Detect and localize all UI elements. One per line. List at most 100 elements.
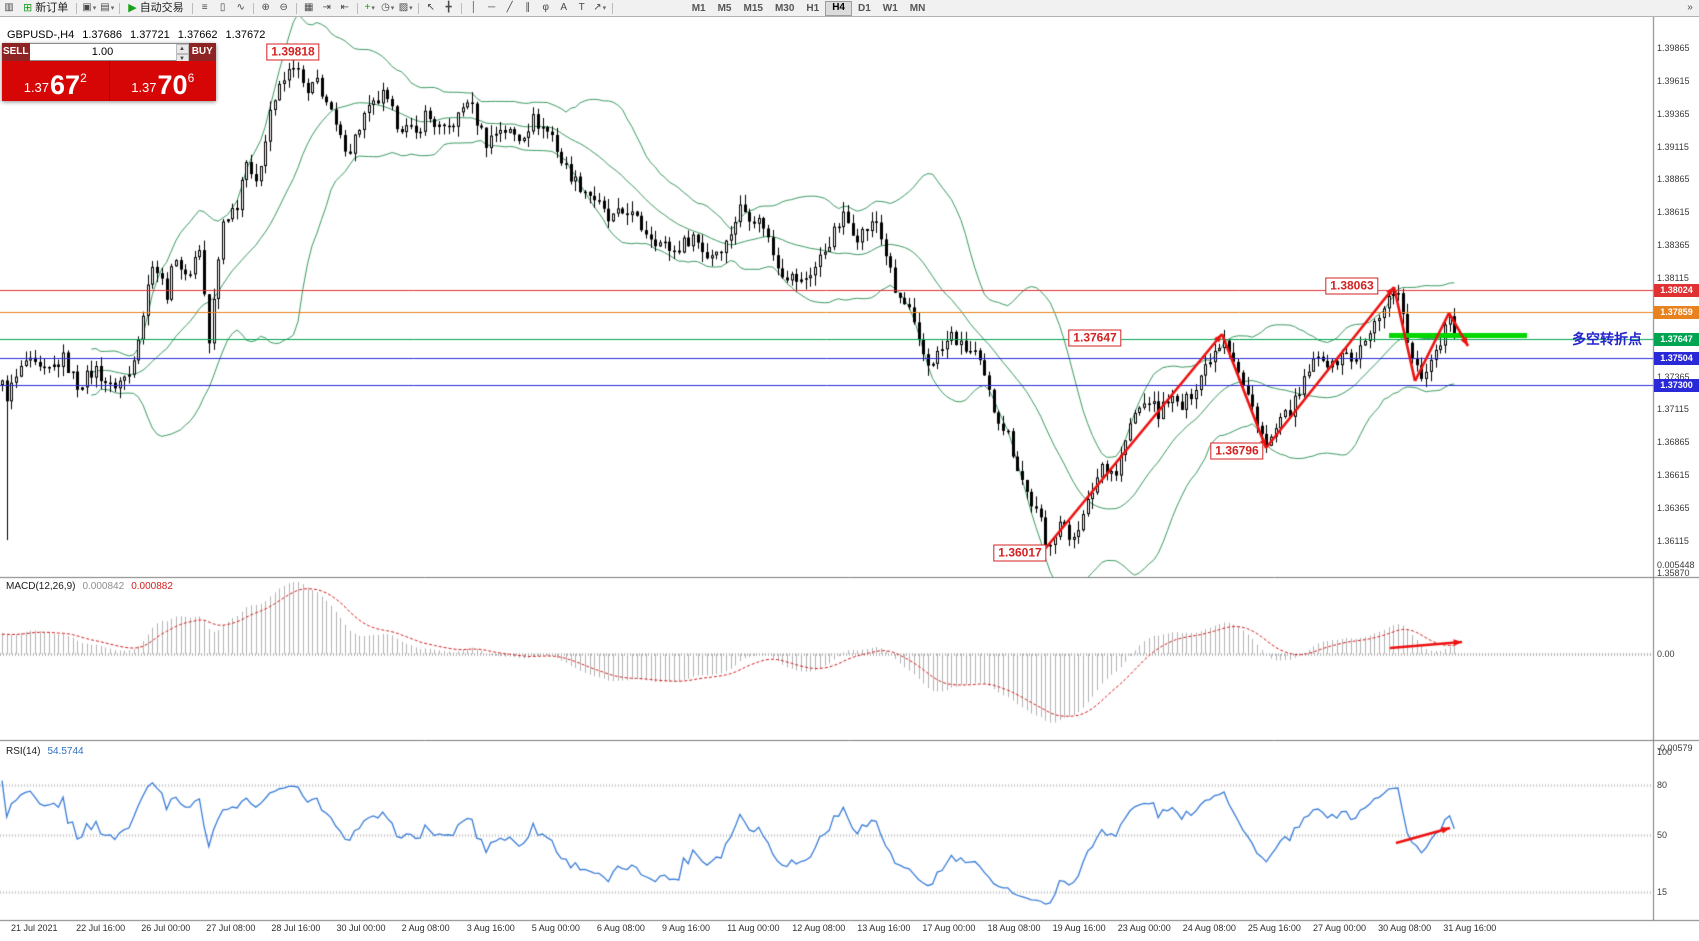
price-level-flag[interactable]: 1.36796 xyxy=(1210,442,1264,460)
macd-indicator-name: MACD(12,26,9) xyxy=(6,581,76,592)
periods-icon[interactable]: ◷▾ xyxy=(379,1,397,15)
timeframe-m5-button[interactable]: M5 xyxy=(717,2,732,14)
macd-signal-value: 0.000882 xyxy=(131,581,173,592)
trendline-icon[interactable]: ╱ xyxy=(501,1,519,15)
bars-chart-icon[interactable]: ≡ xyxy=(196,1,214,15)
timeframe-h4-button[interactable]: H4 xyxy=(825,0,852,16)
turning-point-note[interactable]: 多空转折点 xyxy=(1572,331,1642,347)
rsi-axis-tick: 100 xyxy=(1657,747,1673,757)
cursor-icon[interactable]: ↖ xyxy=(422,1,440,15)
timeframe-w1-button[interactable]: W1 xyxy=(882,2,898,14)
timeframe-m15-button[interactable]: M15 xyxy=(743,2,763,14)
templates-icon-glyph: ▨ xyxy=(398,2,409,13)
macd-axis-tick: 0.005448 xyxy=(1657,560,1695,571)
tile-windows-icon[interactable]: ▦ xyxy=(300,1,318,15)
new-order-glyph: ⊞ xyxy=(23,1,33,14)
auto-scroll-icon[interactable]: ⇥ xyxy=(318,1,336,15)
toolbar-separator xyxy=(76,2,78,14)
price-axis-tick: 1.38865 xyxy=(1657,174,1690,185)
profiles-icon[interactable]: ▤▾ xyxy=(98,1,116,15)
fibonacci-icon[interactable]: φ xyxy=(537,1,555,15)
candles-chart-icon-glyph: ▯ xyxy=(219,2,226,13)
zoom-in-icon[interactable]: ⊕ xyxy=(257,1,275,15)
timeframe-h1-button[interactable]: H1 xyxy=(806,2,820,14)
volume-input[interactable] xyxy=(29,44,176,60)
time-axis-label: 31 Aug 16:00 xyxy=(1443,923,1497,933)
ask-price-point: 6 xyxy=(187,71,195,85)
time-axis-label: 27 Jul 08:00 xyxy=(206,923,256,933)
new-order-button-label: 新订单 xyxy=(35,1,69,14)
sell-price-display[interactable]: 1.37 67 2 xyxy=(2,61,109,101)
text-label-icon[interactable]: T xyxy=(573,1,591,15)
autotrading-glyph: ▶ xyxy=(128,1,137,14)
rsi-indicator-name: RSI(14) xyxy=(6,746,41,757)
trade-panel-prices-row: 1.37 67 2 1.37 70 6 xyxy=(2,61,216,101)
templates-icon[interactable]: ▨▾ xyxy=(397,1,415,15)
vertical-line-icon-glyph: │ xyxy=(470,2,477,13)
macd-main-value: 0.000842 xyxy=(82,581,125,592)
text-icon[interactable]: A xyxy=(555,1,573,15)
toolbar-separator xyxy=(252,2,254,14)
candles-chart-icon[interactable]: ▯ xyxy=(214,1,232,15)
price-axis-tag: 1.37859 xyxy=(1654,306,1699,319)
zoom-out-icon[interactable]: ⊖ xyxy=(275,1,293,15)
buy-price-display[interactable]: 1.37 70 6 xyxy=(108,61,216,101)
line-chart-icon[interactable]: ∿ xyxy=(232,1,250,15)
price-level-flag[interactable]: 1.37647 xyxy=(1068,329,1122,347)
zoom-out-icon-glyph: ⊖ xyxy=(279,2,288,13)
autotrading-button-label: 自动交易 xyxy=(139,1,184,14)
time-axis-label: 2 Aug 08:00 xyxy=(401,923,450,933)
time-axis-label: 24 Aug 08:00 xyxy=(1182,923,1236,933)
buy-button[interactable]: BUY xyxy=(188,43,216,61)
price-level-flag[interactable]: 1.38063 xyxy=(1325,277,1379,295)
time-axis-label: 9 Aug 16:00 xyxy=(662,923,711,933)
time-axis-label: 30 Aug 08:00 xyxy=(1378,923,1432,933)
bid-price-point: 2 xyxy=(80,71,87,85)
new-chart-icon[interactable]: ▣▾ xyxy=(80,1,98,15)
time-axis-label: 25 Aug 16:00 xyxy=(1247,923,1301,933)
rsi-label-row: RSI(14) 54.5744 xyxy=(6,746,84,757)
equidistant-channel-icon[interactable]: ∥ xyxy=(519,1,537,15)
timeframe-m30-button[interactable]: M30 xyxy=(774,2,795,14)
quote-high-value: 1.37721 xyxy=(130,29,170,41)
toolbar-separator xyxy=(119,2,121,14)
time-axis-label: 19 Aug 16:00 xyxy=(1052,923,1106,933)
sell-button[interactable]: SELL xyxy=(2,43,30,61)
toolbar-separator xyxy=(460,2,462,14)
timeframe-m1-button[interactable]: M1 xyxy=(691,2,706,14)
bid-price-integer: 1.37 xyxy=(23,80,50,95)
timeframe-mn-button[interactable]: MN xyxy=(909,2,926,14)
price-level-flag[interactable]: 1.36017 xyxy=(993,544,1047,562)
chart-shift-icon[interactable]: ⇤ xyxy=(336,1,354,15)
price-axis-tag: 1.37647 xyxy=(1654,333,1699,346)
new-order-button[interactable]: ⊞ 新订单 xyxy=(18,1,73,15)
timeframe-d1-button[interactable]: D1 xyxy=(858,2,871,14)
line-chart-icon-glyph: ∿ xyxy=(236,2,245,13)
time-axis-label: 26 Jul 00:00 xyxy=(141,923,191,933)
quote-open-value: 1.37686 xyxy=(82,29,123,41)
crosshair-icon[interactable]: ╋ xyxy=(440,1,458,15)
time-axis-label: 30 Jul 00:00 xyxy=(336,923,386,933)
crosshair-icon-glyph: ╋ xyxy=(445,2,452,13)
arrows-objects-icon[interactable]: ↗▾ xyxy=(591,1,609,15)
price-axis-tick: 1.38365 xyxy=(1657,240,1690,251)
price-axis-tick: 1.36115 xyxy=(1657,535,1689,546)
indicators-add-icon[interactable]: +▾ xyxy=(361,1,379,15)
time-axis-label: 11 Aug 00:00 xyxy=(727,923,780,933)
periods-icon-glyph: ◷ xyxy=(381,2,390,13)
autotrading-button[interactable]: ▶ 自动交易 xyxy=(123,1,188,15)
time-axis-label: 28 Jul 16:00 xyxy=(271,923,321,933)
price-axis-tick: 1.35870 xyxy=(1657,567,1690,578)
quote-close-value: 1.37672 xyxy=(225,29,266,41)
rsi-axis-tick: 80 xyxy=(1657,780,1668,790)
horizontal-line-icon[interactable]: ─ xyxy=(483,1,501,15)
toolbar-separator xyxy=(611,2,613,14)
price-level-flag[interactable]: 1.39818 xyxy=(266,43,320,61)
toolbar-overflow-icon[interactable]: » xyxy=(1687,2,1693,13)
volume-increase-button[interactable]: ▲ xyxy=(175,44,189,54)
toolbar: ▥ ⊞ 新订单 ▣▾ ▤▾ ▶ 自动交易 ≡ ▯ ∿ ⊕ ⊖ ▦ ⇥ ⇤ +▾ ◷▾ ▨▾ ↖ ╋ │ ─ ╱ ∥ φ A T ↗▾ M… xyxy=(0,0,1699,17)
macd-label-row: MACD(12,26,9) 0.000842 0.000882 xyxy=(6,581,173,592)
vertical-line-icon[interactable]: │ xyxy=(465,1,483,15)
chart-symbol-icon[interactable]: ▥ xyxy=(0,1,18,15)
